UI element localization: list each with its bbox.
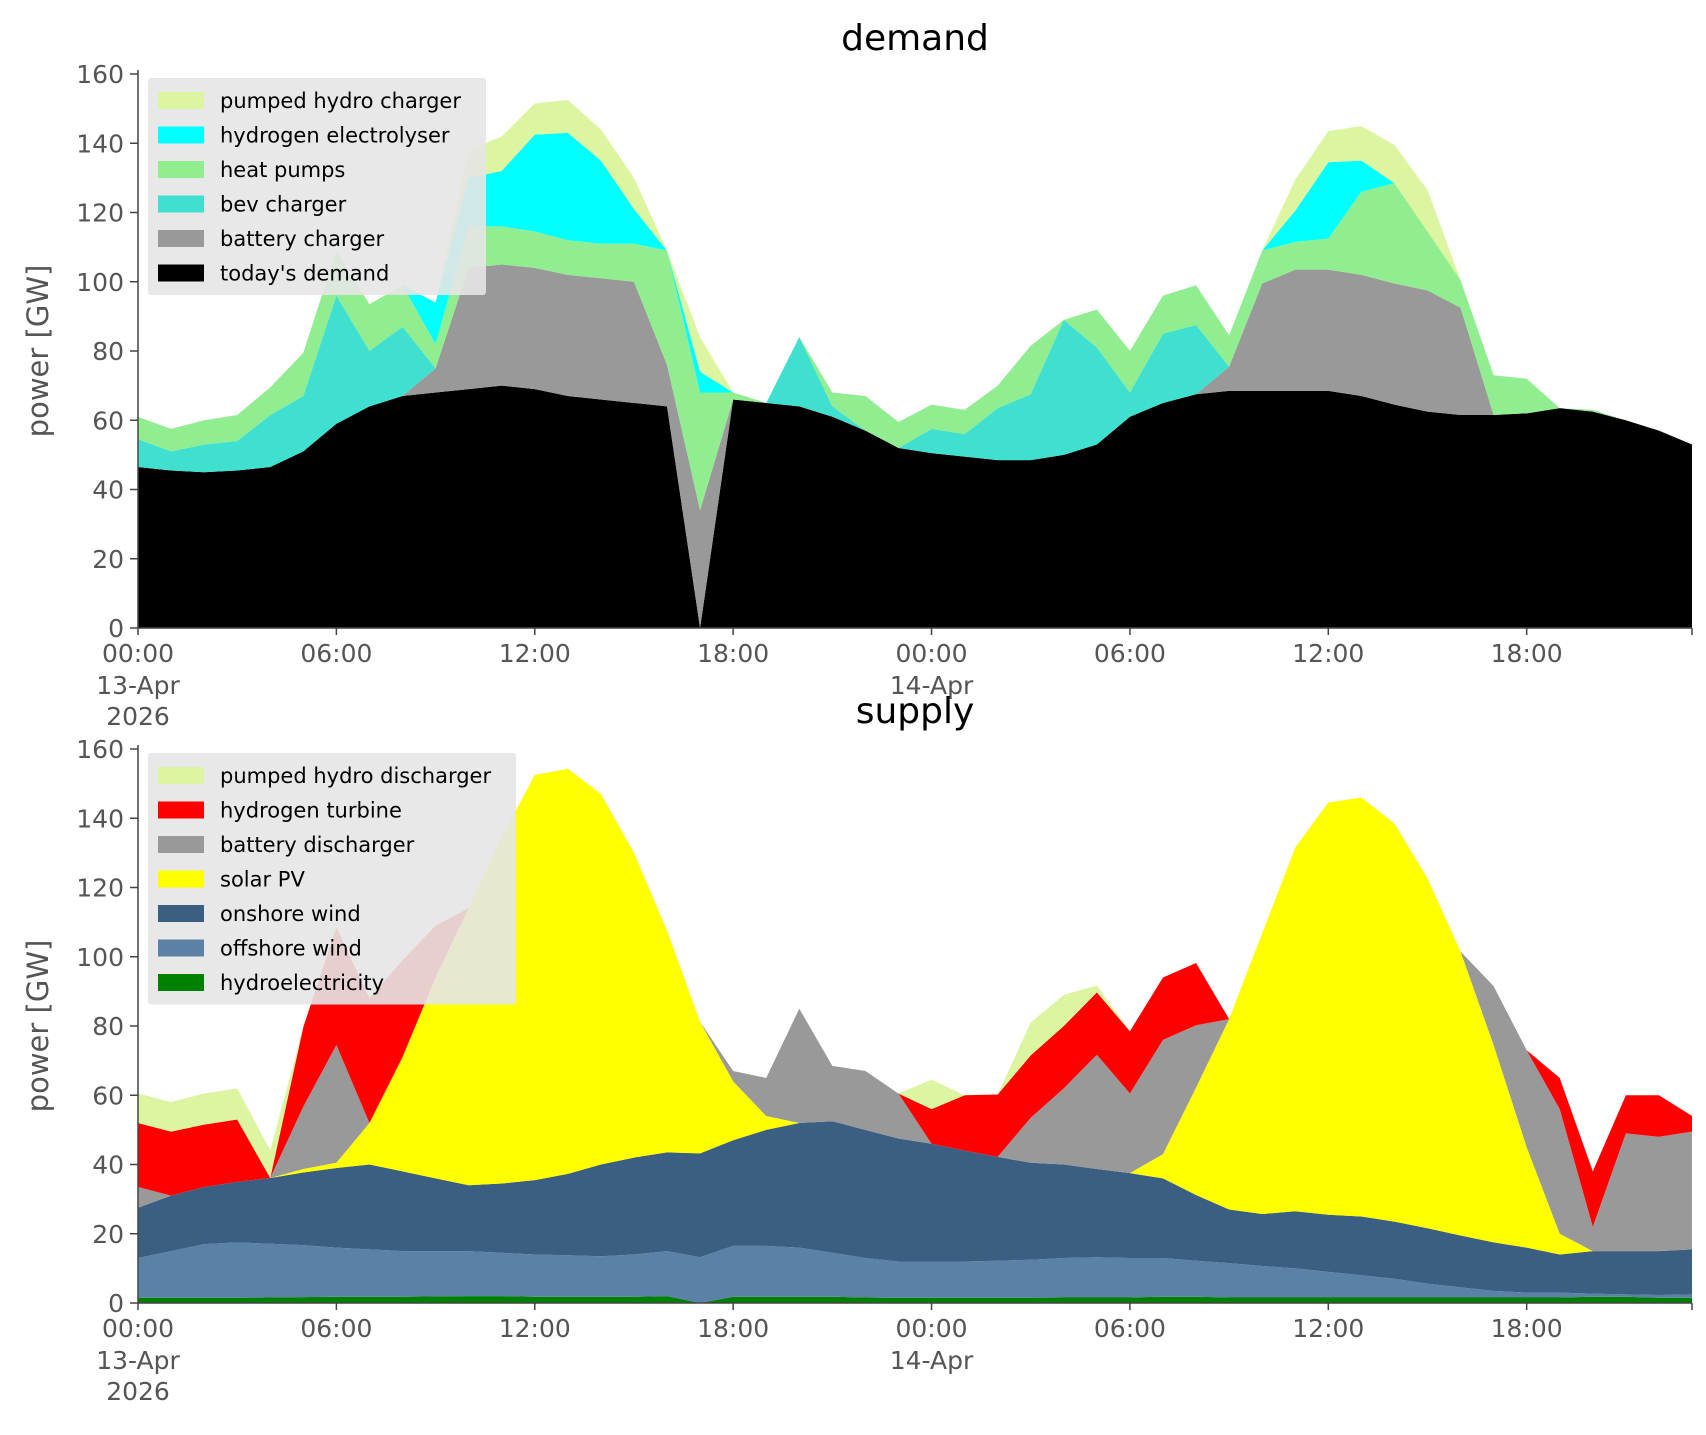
x-tick-label: 00:00 xyxy=(102,639,174,668)
legend-label-pumped-hydro-charger: pumped hydro charger xyxy=(220,89,461,113)
legend-label-offshore-wind: offshore wind xyxy=(220,937,362,961)
legend-swatch-hydrogen-turbine xyxy=(158,801,204,819)
legend: pumped hydro charger hydrogen electrolyse… xyxy=(148,78,486,295)
y-tick-label: 160 xyxy=(76,60,124,89)
area-today-s-demand xyxy=(138,385,1692,628)
supply-chart: supply power [GW] 0 20 40 60 80 100 120 140 160 00:… xyxy=(21,691,1693,1406)
x-tick-label: 12:00 xyxy=(1292,639,1364,668)
y-tick-label: 160 xyxy=(76,735,124,764)
area-heat-pumps xyxy=(138,183,1692,511)
x-tick-label: 06:00 xyxy=(300,639,372,668)
legend-swatch-offshore-wind xyxy=(158,939,204,957)
y-tick-label: 0 xyxy=(108,614,124,643)
y-tick-label: 80 xyxy=(92,1012,124,1041)
legend-label-battery-discharger: battery discharger xyxy=(220,833,415,857)
legend-swatch-pumped-hydro-charger xyxy=(158,92,204,109)
x-tick-label: 18:00 xyxy=(697,639,769,668)
y-tick-label: 140 xyxy=(76,129,124,158)
y-tick-label: 40 xyxy=(92,476,124,505)
y-tick-label: 0 xyxy=(108,1289,124,1318)
y-axis-label: power [GW] xyxy=(21,265,55,438)
y-tick-label: 20 xyxy=(92,545,124,574)
x-tick-label: 18:00 xyxy=(1491,639,1563,668)
legend-label-heat-pumps: heat pumps xyxy=(220,158,345,182)
legend-swatch-battery-charger xyxy=(158,230,204,247)
legend-label-onshore-wind: onshore wind xyxy=(220,902,361,926)
y-tick-label: 120 xyxy=(76,199,124,228)
legend: pumped hydro discharger hydrogen turbine b… xyxy=(148,753,516,1005)
legend-swatch-solar-pv xyxy=(158,870,204,888)
x-tick-date: 13-Apr xyxy=(96,671,180,700)
y-tick-label: 60 xyxy=(92,406,124,435)
legend-label-hydroelectricity: hydroelectricity xyxy=(220,971,384,995)
x-tick-date: 14-Apr xyxy=(890,1346,974,1375)
legend-label-today-s-demand: today's demand xyxy=(220,262,389,286)
x-tick-label: 06:00 xyxy=(1094,639,1166,668)
y-tick-label: 80 xyxy=(92,337,124,366)
demand-chart: demand power [GW] 0 20 40 60 80 100 120 140 160 00:… xyxy=(21,18,1693,731)
y-tick-label: 120 xyxy=(76,874,124,903)
legend-swatch-pumped-hydro-discharger xyxy=(158,767,204,784)
x-tick-label: 12:00 xyxy=(499,1314,571,1343)
legend-swatch-heat-pumps xyxy=(158,161,204,178)
legend-label-bev-charger: bev charger xyxy=(220,193,347,217)
area-hydroelectricity xyxy=(138,1296,1692,1303)
legend-label-pumped-hydro-discharger: pumped hydro discharger xyxy=(220,764,491,788)
legend-swatch-bev-charger xyxy=(158,195,204,213)
legend-box xyxy=(148,753,516,1005)
legend-label-hydrogen-turbine: hydrogen turbine xyxy=(220,799,402,823)
y-tick-label: 140 xyxy=(76,804,124,833)
area-onshore-wind xyxy=(138,1121,1692,1296)
x-tick-year: 2026 xyxy=(106,702,170,731)
y-tick-label: 100 xyxy=(76,268,124,297)
y-tick-label: 40 xyxy=(92,1151,124,1180)
x-tick-label: 18:00 xyxy=(697,1314,769,1343)
y-axis-label: power [GW] xyxy=(21,940,55,1113)
legend-swatch-onshore-wind xyxy=(158,905,204,922)
x-tick-year: 2026 xyxy=(106,1377,170,1406)
x-tick-label: 00:00 xyxy=(102,1314,174,1343)
legend-box xyxy=(148,78,486,295)
legend-label-solar-pv: solar PV xyxy=(220,868,305,892)
x-tick-label: 06:00 xyxy=(1094,1314,1166,1343)
area-offshore-wind xyxy=(138,1242,1692,1303)
x-tick-label: 00:00 xyxy=(896,1314,968,1343)
area-battery-charger xyxy=(138,264,1692,628)
x-tick-label: 00:00 xyxy=(896,639,968,668)
legend-swatch-hydrogen-electrolyser xyxy=(158,126,204,144)
x-tick-label: 12:00 xyxy=(499,639,571,668)
y-tick-label: 100 xyxy=(76,943,124,972)
y-tick-label: 20 xyxy=(92,1220,124,1249)
chart-title: supply xyxy=(856,691,975,732)
area-pumped-hydro-charger xyxy=(138,99,1692,445)
legend-label-battery-charger: battery charger xyxy=(220,227,385,251)
area-solar-pv xyxy=(138,768,1692,1255)
x-tick-date: 13-Apr xyxy=(96,1346,180,1375)
legend-swatch-hydroelectricity xyxy=(158,974,204,991)
legend-swatch-today-s-demand xyxy=(158,264,204,282)
y-tick-label: 60 xyxy=(92,1081,124,1110)
x-tick-label: 18:00 xyxy=(1491,1314,1563,1343)
x-tick-label: 12:00 xyxy=(1292,1314,1364,1343)
area-hydrogen-electrolyser xyxy=(138,132,1692,445)
x-tick-date: 14-Apr xyxy=(890,671,974,700)
area-pumped-hydro-discharger xyxy=(138,768,1692,1179)
legend-label-hydrogen-electrolyser: hydrogen electrolyser xyxy=(220,124,450,148)
legend-swatch-battery-discharger xyxy=(158,836,204,853)
x-tick-label: 06:00 xyxy=(300,1314,372,1343)
chart-title: demand xyxy=(841,18,989,59)
